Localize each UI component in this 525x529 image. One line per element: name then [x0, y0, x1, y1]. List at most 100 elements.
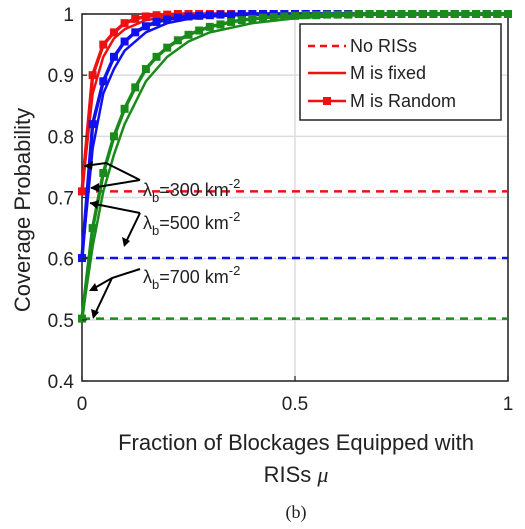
marker-blue-3: [109, 52, 118, 61]
arrowhead: [89, 283, 98, 291]
lambda-subscript: b: [152, 190, 159, 205]
marker-green-27: [365, 10, 374, 18]
lambda-symbol: λ: [143, 267, 152, 287]
annotation-superscript: -2: [229, 209, 241, 224]
marker-green-31: [408, 10, 417, 18]
marker-green-23: [322, 10, 331, 19]
marker-green-15: [237, 16, 246, 25]
marker-green-32: [418, 10, 427, 18]
series-layer: [78, 10, 512, 323]
arrow-700-b: [93, 277, 113, 317]
y-tick-label-0: 0.4: [48, 372, 75, 393]
marker-blue-2: [99, 77, 108, 86]
legend: No RISs M is fixed M is Random: [299, 23, 502, 121]
lambda-symbol: λ: [143, 213, 152, 233]
marker-green-3: [109, 132, 118, 141]
marker-green-16: [248, 14, 257, 23]
marker-blue-5: [131, 28, 140, 37]
arrow-300-b: [90, 179, 141, 189]
arrow-700: [90, 268, 141, 291]
marker-red-6: [141, 12, 150, 21]
marker-green-21: [301, 11, 310, 20]
figure-caption: (b): [286, 502, 307, 523]
marker-red-8: [163, 10, 172, 19]
marker-green-29: [386, 10, 395, 18]
marker-green-13: [216, 20, 225, 29]
marker-green-20: [291, 11, 299, 20]
y-tick-label-3: 0.7: [48, 189, 74, 210]
lambda-subscript: b: [152, 223, 159, 238]
marker-green-6: [141, 65, 150, 74]
marker-green-1: [88, 224, 97, 233]
arrowhead: [84, 161, 93, 170]
x-tick-label-2: 1: [503, 394, 514, 415]
marker-green-30: [397, 10, 406, 18]
marker-green-40: [504, 10, 512, 18]
marker-green-5: [131, 83, 140, 92]
marker-red-4: [120, 19, 129, 28]
marker-green-39: [493, 10, 502, 18]
marker-green-14: [227, 17, 236, 26]
marker-green-18: [269, 13, 278, 22]
marker-green-35: [450, 10, 459, 18]
y-tick-label-5: 0.9: [48, 66, 74, 87]
marker-green-25: [344, 10, 353, 19]
annotation-superscript: -2: [229, 176, 241, 191]
marker-green-7: [152, 52, 161, 61]
marker-red-5: [131, 14, 140, 23]
marker-green-12: [205, 22, 214, 31]
marker-blue-10: [184, 12, 193, 21]
marker-red-1: [88, 71, 97, 80]
marker-blue-7: [152, 17, 161, 26]
lambda-symbol: λ: [143, 180, 152, 200]
marker-green-2: [99, 169, 108, 178]
marker-green-34: [440, 10, 449, 18]
marker-blue-4: [120, 37, 129, 46]
x-tick-label-1: 0.5: [282, 394, 308, 415]
marker-green-4: [120, 104, 129, 113]
lambda-subscript: b: [152, 277, 159, 292]
x-axis-label-ris: RISs: [264, 462, 312, 487]
marker-red-7: [152, 11, 161, 20]
arrowhead: [90, 183, 99, 192]
marker-green-11: [195, 26, 204, 35]
marker-green-19: [280, 12, 289, 21]
y-tick-label-2: 0.6: [48, 250, 74, 271]
x-axis-label-mu: μ: [316, 462, 328, 487]
legend-label-m-fixed: M is fixed: [350, 63, 426, 83]
tick-labels: 0.4 0.5 0.6 0.7 0.8 0.9 1 0 0.5 1: [48, 5, 514, 415]
annotation-500: λb=500 km-2: [143, 209, 240, 238]
marker-blue-6: [141, 22, 150, 31]
marker-blue-12: [205, 11, 214, 20]
arrowhead: [122, 237, 130, 247]
marker-red-2: [99, 40, 108, 49]
annotation-text: =500 km: [159, 213, 229, 233]
annotation-300: λb=300 km-2: [143, 176, 240, 205]
x-axis-label-line1: Fraction of Blockages Equipped with: [118, 430, 474, 455]
annotation-superscript: -2: [229, 263, 241, 278]
y-axis-label: Coverage Probability: [10, 108, 35, 312]
arrowhead: [91, 309, 99, 319]
marker-blue-11: [195, 11, 204, 20]
marker-blue-0: [78, 254, 86, 263]
annotations: λb=300 km-2 λb=500 km-2 λb=700 km-2: [83, 161, 240, 319]
marker-green-26: [354, 10, 363, 18]
marker-green-10: [184, 30, 193, 39]
marker-blue-14: [227, 10, 236, 19]
arrow-500-b: [124, 212, 141, 245]
marker-blue-15: [237, 10, 246, 18]
x-axis-label-line2: RISs μ: [264, 462, 329, 487]
marker-green-38: [482, 10, 491, 18]
arrowhead: [90, 200, 99, 209]
marker-green-33: [429, 10, 438, 18]
marker-blue-16: [248, 10, 257, 18]
legend-label-m-random: M is Random: [350, 91, 456, 111]
annotation-text: =300 km: [159, 180, 229, 200]
marker-green-17: [259, 13, 268, 22]
marker-green-36: [461, 10, 470, 18]
annotation-arrowheads: [84, 161, 130, 319]
annotation-700: λb=700 km-2: [143, 263, 240, 292]
marker-green-8: [163, 43, 172, 52]
marker-green-22: [312, 11, 321, 20]
